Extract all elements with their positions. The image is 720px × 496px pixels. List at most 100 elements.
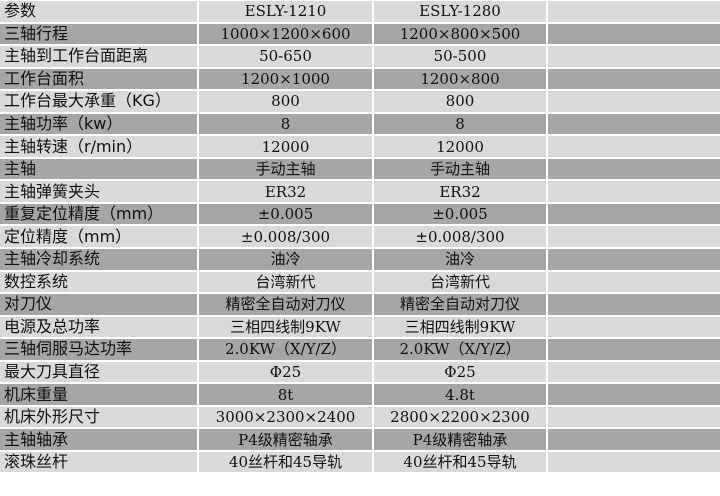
value-model-1: 手动主轴 [199, 158, 372, 180]
value-model-2: 40丝杆和45导轨 [374, 451, 546, 473]
param-label: 主轴 [0, 158, 197, 180]
value-model-2: 手动主轴 [374, 158, 546, 180]
value-model-1: 12000 [199, 136, 372, 157]
value-model-1: ±0.005 [199, 203, 372, 225]
empty-cell [548, 429, 720, 450]
empty-cell [548, 249, 720, 270]
value-model-2: 800 [374, 91, 546, 112]
value-model-2: 1200×800 [374, 68, 546, 90]
value-model-1: 精密全自动对刀仪 [199, 294, 372, 315]
value-model-1: ±0.008/300 [199, 226, 372, 248]
table-row: 机床外形尺寸 3000×2300×2400 2800×2200×2300 [0, 406, 720, 428]
empty-cell [548, 158, 720, 180]
value-model-1: 50-650 [199, 46, 372, 67]
table-row: 参数 ESLY-1210 ESLY-1280 [0, 1, 720, 22]
value-model-2: 2800×2200×2300 [374, 406, 546, 428]
param-label: 对刀仪 [0, 294, 197, 315]
value-model-2: 台湾新代 [374, 271, 546, 293]
param-label: 重复定位精度（mm） [0, 203, 197, 225]
param-label: 机床重量 [0, 384, 197, 405]
value-model-2: ±0.005 [374, 203, 546, 225]
param-label: 机床外形尺寸 [0, 406, 197, 428]
value-model-1: 1200×1000 [199, 68, 372, 90]
empty-cell [548, 1, 720, 22]
table-row: 电源及总功率 三相四线制9KW 三相四线制9KW [0, 316, 720, 338]
table-row: 主轴冷却系统 油冷 油冷 [0, 249, 720, 270]
table-row: 主轴转速（r/min） 12000 12000 [0, 136, 720, 157]
empty-cell [548, 68, 720, 90]
param-label: 滚珠丝杆 [0, 451, 197, 473]
value-model-1: P4级精密轴承 [199, 429, 372, 450]
value-model-1: 油冷 [199, 249, 372, 270]
param-label: 主轴弹簧夹头 [0, 181, 197, 202]
value-model-2: P4级精密轴承 [374, 429, 546, 450]
value-model-1: 800 [199, 91, 372, 112]
value-model-1: 40丝杆和45导轨 [199, 451, 372, 473]
value-model-2: 1200×800×500 [374, 23, 546, 45]
empty-cell [548, 136, 720, 157]
value-model-2: ESLY-1280 [374, 1, 546, 22]
param-label: 数控系统 [0, 271, 197, 293]
value-model-2: Φ25 [374, 361, 546, 383]
value-model-1: 三相四线制9KW [199, 316, 372, 338]
value-model-2: 8 [374, 113, 546, 135]
empty-cell [548, 226, 720, 248]
value-model-1: 3000×2300×2400 [199, 406, 372, 428]
table-row: 工作台最大承重（KG） 800 800 [0, 91, 720, 112]
param-label: 最大刀具直径 [0, 361, 197, 383]
table-row: 主轴弹簧夹头 ER32 ER32 [0, 181, 720, 202]
empty-cell [548, 294, 720, 315]
param-label: 电源及总功率 [0, 316, 197, 338]
table-row: 主轴 手动主轴 手动主轴 [0, 158, 720, 180]
table-row: 重复定位精度（mm） ±0.005 ±0.005 [0, 203, 720, 225]
empty-cell [548, 181, 720, 202]
empty-cell [548, 91, 720, 112]
value-model-1: 8t [199, 384, 372, 405]
table-row: 最大刀具直径 Φ25 Φ25 [0, 361, 720, 383]
value-model-1: Φ25 [199, 361, 372, 383]
param-label: 主轴到工作台面距离 [0, 46, 197, 67]
value-model-1: ER32 [199, 181, 372, 202]
value-model-2: 油冷 [374, 249, 546, 270]
table-row: 数控系统 台湾新代 台湾新代 [0, 271, 720, 293]
empty-cell [548, 203, 720, 225]
param-label: 定位精度（mm） [0, 226, 197, 248]
empty-cell [548, 271, 720, 293]
param-label: 工作台面积 [0, 68, 197, 90]
value-model-1: 1000×1200×600 [199, 23, 372, 45]
param-label: 参数 [0, 1, 197, 22]
empty-cell [548, 113, 720, 135]
empty-cell [548, 384, 720, 405]
empty-cell [548, 316, 720, 338]
value-model-1: 2.0KW（X/Y/Z） [199, 339, 372, 360]
value-model-2: 三相四线制9KW [374, 316, 546, 338]
empty-cell [548, 361, 720, 383]
empty-cell [548, 339, 720, 360]
spec-table: 参数 ESLY-1210 ESLY-1280 三轴行程 1000×1200×600 120… [0, 1, 720, 473]
value-model-1: 8 [199, 113, 372, 135]
table-row: 滚珠丝杆 40丝杆和45导轨 40丝杆和45导轨 [0, 451, 720, 473]
table-row: 定位精度（mm） ±0.008/300 ±0.008/300 [0, 226, 720, 248]
param-label: 三轴伺服马达功率 [0, 339, 197, 360]
table-row: 主轴功率（kw） 8 8 [0, 113, 720, 135]
param-label: 主轴转速（r/min） [0, 136, 197, 157]
value-model-2: ER32 [374, 181, 546, 202]
value-model-2: ±0.008/300 [374, 226, 546, 248]
empty-cell [548, 451, 720, 473]
table-row: 主轴轴承 P4级精密轴承 P4级精密轴承 [0, 429, 720, 450]
param-label: 主轴功率（kw） [0, 113, 197, 135]
value-model-2: 精密全自动对刀仪 [374, 294, 546, 315]
value-model-2: 2.0KW（X/Y/Z） [374, 339, 546, 360]
table-row: 三轴行程 1000×1200×600 1200×800×500 [0, 23, 720, 45]
value-model-1: ESLY-1210 [199, 1, 372, 22]
empty-cell [548, 23, 720, 45]
value-model-2: 50-500 [374, 46, 546, 67]
table-row: 主轴到工作台面距离 50-650 50-500 [0, 46, 720, 67]
empty-cell [548, 46, 720, 67]
value-model-2: 4.8t [374, 384, 546, 405]
table-row: 工作台面积 1200×1000 1200×800 [0, 68, 720, 90]
param-label: 主轴冷却系统 [0, 249, 197, 270]
param-label: 工作台最大承重（KG） [0, 91, 197, 112]
value-model-2: 12000 [374, 136, 546, 157]
param-label: 主轴轴承 [0, 429, 197, 450]
